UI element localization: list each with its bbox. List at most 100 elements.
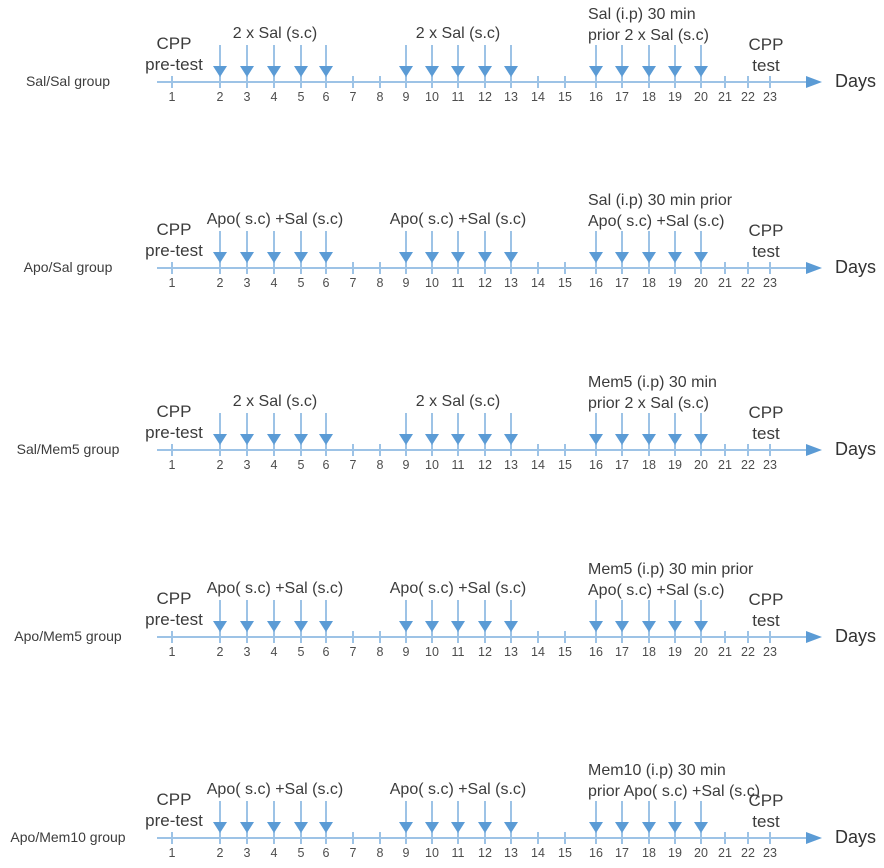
- timeline-axis: [157, 81, 807, 83]
- day-tick: [724, 444, 726, 456]
- cpp-test-label: CPP test: [706, 589, 826, 631]
- day-number: 11: [451, 846, 465, 860]
- treatment-label-block3-line: Mem5 (i.p) 30 min: [588, 374, 717, 391]
- day-tick: [747, 631, 749, 643]
- day-number: 19: [668, 90, 682, 104]
- axis-arrow-icon: [806, 76, 822, 88]
- day-tick: [246, 631, 248, 643]
- arrow-stem: [405, 600, 407, 621]
- day-tick: [352, 631, 354, 643]
- treatment-label-block3-line: Apo( s.c) +Sal (s.c): [588, 213, 725, 230]
- day-number: 17: [615, 645, 629, 659]
- day-number: 4: [270, 458, 278, 472]
- day-tick: [510, 262, 512, 274]
- day-number: 23: [763, 458, 777, 472]
- down-arrow-icon: [504, 252, 518, 263]
- arrow-stem: [648, 231, 650, 252]
- day-tick: [537, 76, 539, 88]
- day-tick: [595, 631, 597, 643]
- arrow-stem: [674, 413, 676, 434]
- day-tick: [648, 76, 650, 88]
- day-tick: [700, 76, 702, 88]
- day-number: 14: [531, 645, 545, 659]
- day-tick: [431, 631, 433, 643]
- down-arrow-icon: [267, 822, 281, 833]
- cpp-test-line: test: [752, 56, 780, 75]
- down-arrow-icon: [504, 621, 518, 632]
- arrow-stem: [246, 801, 248, 822]
- down-arrow-icon: [294, 434, 308, 445]
- down-arrow-icon: [615, 66, 629, 77]
- down-arrow-icon: [399, 822, 413, 833]
- down-arrow-icon: [425, 621, 439, 632]
- day-number: 9: [402, 458, 410, 472]
- arrow-stem: [325, 600, 327, 621]
- arrow-stem: [457, 801, 459, 822]
- day-tick: [171, 76, 173, 88]
- day-number: 22: [741, 846, 755, 860]
- down-arrow-icon: [319, 621, 333, 632]
- day-tick: [747, 262, 749, 274]
- cpp-pretest-line: pre-test: [145, 811, 203, 830]
- day-number: 12: [478, 458, 492, 472]
- day-number: 13: [504, 645, 518, 659]
- day-number: 18: [642, 276, 656, 290]
- treatment-label-block1: 2 x Sal (s.c): [232, 25, 318, 42]
- day-number: 9: [402, 276, 410, 290]
- cpp-pretest-label: CPP pre-test: [109, 401, 239, 443]
- day-number: 15: [558, 645, 572, 659]
- arrow-stem: [648, 600, 650, 621]
- cpp-test-line: CPP: [748, 221, 784, 240]
- down-arrow-icon: [478, 66, 492, 77]
- cpp-test-label: CPP test: [706, 34, 826, 76]
- down-arrow-icon: [615, 822, 629, 833]
- day-tick: [246, 76, 248, 88]
- cpp-test-line: test: [752, 242, 780, 261]
- treatment-label-block3-line: prior 2 x Sal (s.c): [588, 27, 709, 44]
- day-number: 10: [425, 458, 439, 472]
- day-tick: [769, 76, 771, 88]
- day-tick: [700, 631, 702, 643]
- day-tick: [171, 444, 173, 456]
- down-arrow-icon: [642, 822, 656, 833]
- arrow-stem: [700, 600, 702, 621]
- day-tick: [564, 832, 566, 844]
- day-tick: [325, 832, 327, 844]
- day-tick: [621, 76, 623, 88]
- day-tick: [674, 444, 676, 456]
- down-arrow-icon: [319, 822, 333, 833]
- day-number: 20: [694, 276, 708, 290]
- day-number: 3: [243, 645, 251, 659]
- down-arrow-icon: [213, 252, 227, 263]
- treatment-label-block1: 2 x Sal (s.c): [232, 393, 318, 410]
- day-tick: [352, 832, 354, 844]
- day-number: 18: [642, 90, 656, 104]
- arrow-stem: [484, 600, 486, 621]
- arrow-stem: [300, 801, 302, 822]
- cpp-test-label: CPP test: [706, 790, 826, 832]
- treatment-label-block3: Sal (i.p) 30 min prior Apo( s.c) +Sal (s.…: [588, 190, 848, 232]
- day-tick: [700, 444, 702, 456]
- day-tick: [219, 832, 221, 844]
- down-arrow-icon: [478, 822, 492, 833]
- day-tick: [352, 262, 354, 274]
- cpp-pretest-label: CPP pre-test: [109, 588, 239, 630]
- arrow-stem: [457, 600, 459, 621]
- day-tick: [379, 631, 381, 643]
- day-number: 14: [531, 458, 545, 472]
- day-tick: [621, 262, 623, 274]
- cpp-pretest-line: pre-test: [145, 610, 203, 629]
- down-arrow-icon: [615, 621, 629, 632]
- day-tick: [700, 262, 702, 274]
- arrow-stem: [484, 231, 486, 252]
- day-number: 13: [504, 90, 518, 104]
- day-tick: [273, 76, 275, 88]
- cpp-pretest-line: CPP: [156, 589, 192, 608]
- day-number: 15: [558, 276, 572, 290]
- down-arrow-icon: [589, 822, 603, 833]
- arrow-stem: [621, 45, 623, 66]
- arrow-stem: [595, 45, 597, 66]
- day-tick: [457, 76, 459, 88]
- down-arrow-icon: [478, 252, 492, 263]
- down-arrow-icon: [668, 822, 682, 833]
